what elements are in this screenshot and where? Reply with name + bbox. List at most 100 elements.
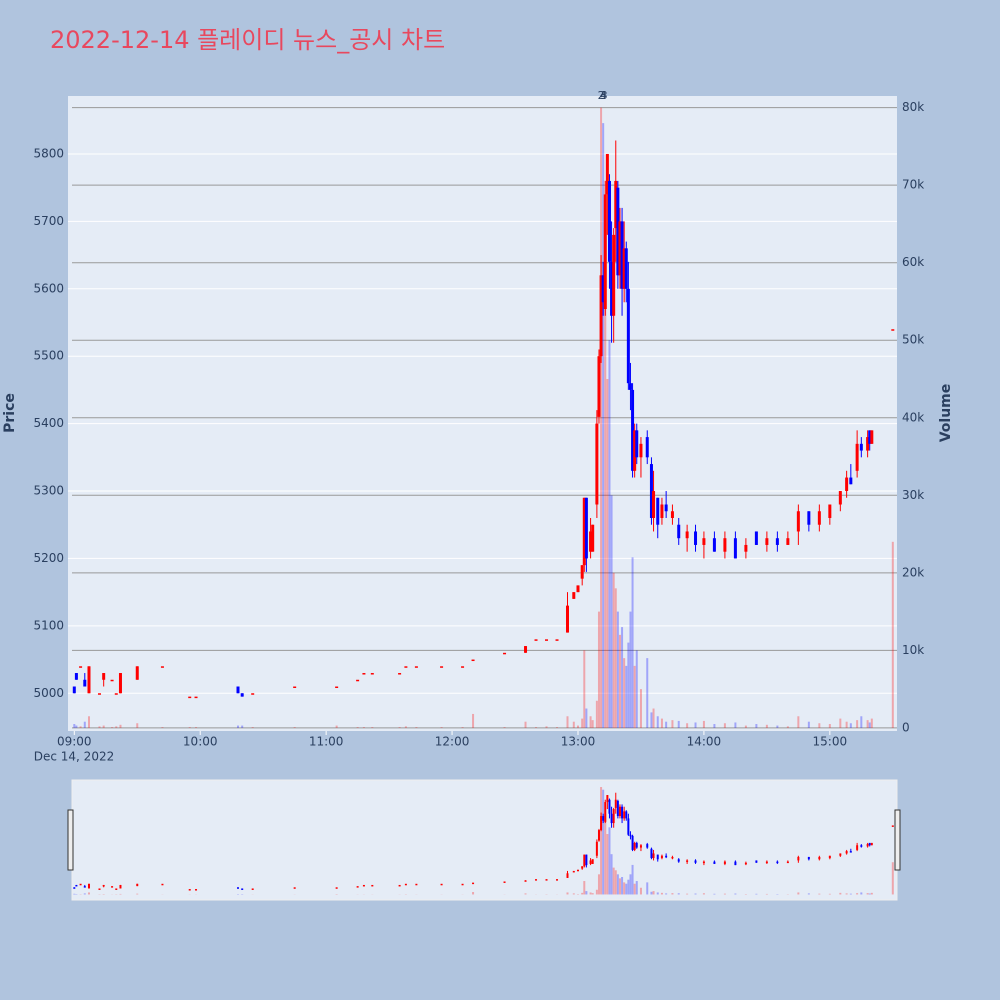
volume-bar — [621, 627, 624, 728]
volume-bar — [614, 588, 617, 728]
mini-candle-body — [786, 861, 789, 864]
mini-candle-body — [702, 861, 705, 864]
volume-bar — [870, 718, 873, 728]
mini-candle-body — [119, 884, 122, 889]
mini-volume-bar — [83, 893, 86, 895]
candle-body — [645, 437, 649, 458]
mini-candle-body — [618, 806, 621, 817]
mini-volume-bar — [612, 867, 615, 895]
volume-bar — [734, 722, 737, 728]
mini-candle-body — [608, 799, 611, 814]
volume-bar — [608, 340, 611, 728]
volume-bar — [602, 123, 605, 728]
mini-candle-body — [583, 854, 586, 867]
mini-volume-bar — [73, 893, 76, 895]
mini-candle-body — [161, 883, 164, 886]
mini-volume-bar — [635, 881, 638, 895]
mini-candle-body — [625, 811, 628, 819]
x-date-label: Dec 14, 2022 — [34, 750, 114, 764]
y-tick-label: 5500 — [33, 349, 64, 363]
candle-body — [639, 443, 643, 458]
mini-candle-body — [652, 853, 655, 859]
mini-volume-bar — [868, 893, 871, 895]
volume-bar — [102, 725, 105, 728]
volume-bar — [635, 650, 638, 728]
mini-volume-bar — [604, 813, 607, 895]
candle-body — [72, 686, 76, 694]
candle-body — [786, 538, 790, 545]
candle-body — [524, 646, 528, 653]
candle-body — [240, 693, 244, 697]
candle-body — [859, 443, 863, 451]
mini-volume-bar — [87, 892, 90, 895]
volume-bar — [856, 720, 859, 728]
volume-bar — [839, 718, 842, 728]
volume-bar — [677, 720, 680, 728]
mini-candle-body — [839, 853, 842, 856]
candle-body — [599, 275, 603, 357]
candle-body — [565, 605, 569, 633]
candle-body — [83, 679, 87, 687]
volume-bar — [576, 725, 579, 728]
candle-body — [188, 696, 192, 699]
candle-body — [335, 686, 339, 689]
volume-bar — [111, 727, 114, 728]
candle-body — [685, 531, 689, 539]
candle-body — [670, 511, 674, 518]
volume-bar — [694, 722, 697, 728]
candle-body — [712, 538, 716, 552]
candle-body — [754, 531, 758, 545]
mini-volume-bar — [627, 879, 630, 895]
volume-bar — [660, 718, 663, 728]
y-tick-label: 5700 — [33, 214, 64, 228]
volume-bar — [415, 727, 418, 728]
candle-body — [135, 666, 139, 680]
mini-candle-body — [602, 816, 605, 821]
mini-candle-body — [111, 886, 114, 888]
candle-body — [891, 329, 895, 331]
candle-body — [849, 477, 853, 485]
y-tick-label: 5600 — [33, 281, 64, 295]
y-tick-label: 5800 — [33, 146, 64, 160]
range-slider[interactable] — [71, 779, 898, 901]
candle-body — [828, 504, 832, 518]
candle-body — [845, 477, 849, 492]
candle-body — [414, 666, 418, 668]
volume-bar — [616, 611, 619, 728]
mini-candle-body — [440, 883, 443, 886]
candle-body — [595, 423, 599, 505]
chart-title: 2022-12-14 플레이디 뉴스_공시 차트 — [50, 26, 445, 54]
range-handle[interactable] — [67, 809, 74, 871]
candle-body — [635, 430, 639, 458]
mini-volume-bar — [589, 892, 592, 895]
mini-candle-body — [335, 887, 338, 889]
range-handle[interactable] — [894, 809, 901, 871]
mini-volume-bar — [660, 892, 663, 895]
volume-bar — [713, 724, 716, 728]
mini-volume-bar — [621, 877, 624, 895]
y2-tick-label: 70k — [902, 178, 924, 192]
volume-bar — [371, 727, 374, 728]
volume-bar — [765, 724, 768, 728]
volume-bar — [623, 658, 626, 728]
y-axis-title: Price — [2, 393, 18, 433]
mini-candle-body — [765, 861, 768, 864]
mini-volume-bar — [839, 892, 842, 895]
mini-candle-body — [621, 806, 624, 819]
y2-tick-label: 10k — [902, 643, 924, 657]
mini-volume-bar — [597, 874, 600, 895]
candle-body — [555, 639, 559, 641]
mini-candle-body — [83, 886, 86, 888]
candle-body — [110, 679, 114, 682]
volume-bar — [136, 723, 139, 728]
mini-candle-body — [524, 880, 527, 882]
mini-volume-bar — [595, 889, 598, 895]
mini-volume-bar — [472, 892, 475, 895]
volume-bar — [807, 721, 810, 728]
candle-body — [733, 538, 737, 559]
mini-volume-bar — [602, 789, 605, 895]
mini-candle-body — [556, 879, 559, 881]
candle-body — [702, 538, 706, 545]
candle-body — [616, 187, 620, 276]
